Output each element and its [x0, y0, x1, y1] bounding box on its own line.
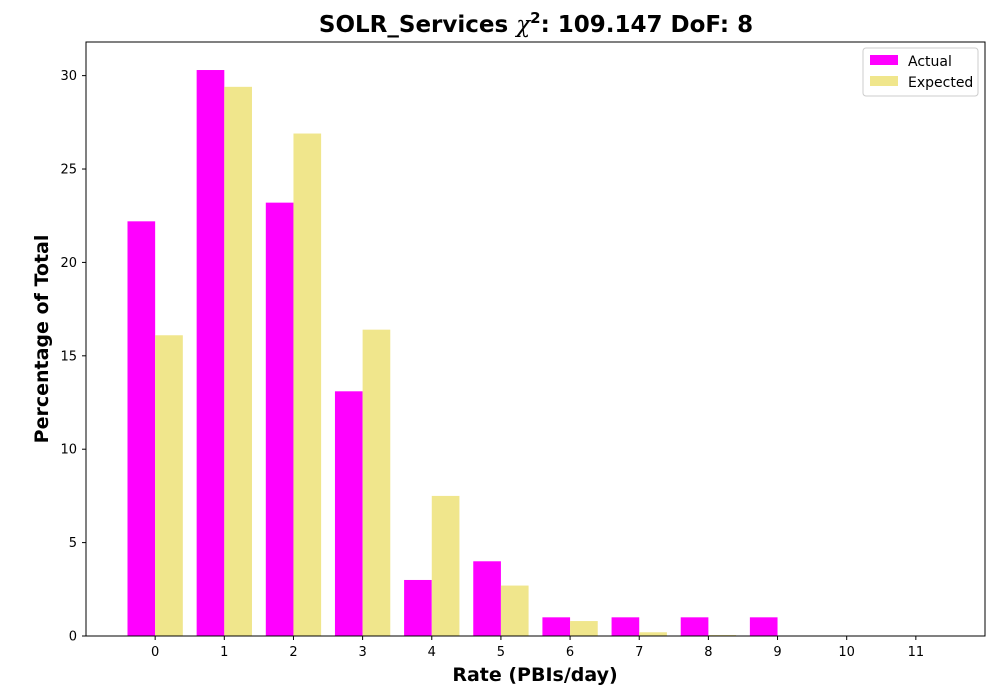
bar-expected-2: [293, 133, 322, 636]
bar-actual-3: [334, 391, 363, 636]
bar-actual-2: [265, 202, 294, 636]
bar-actual-5: [473, 561, 501, 636]
bar-expected-4: [431, 495, 460, 636]
x-tick-label: 3: [358, 645, 366, 660]
y-axis-label: Percentage of Total: [31, 235, 53, 444]
x-tick-label: 10: [838, 645, 855, 660]
x-tick-label: 1: [220, 645, 228, 660]
x-tick-label: 9: [773, 645, 781, 660]
bar-expected-5: [500, 585, 529, 636]
bar-expected-3: [362, 329, 391, 636]
x-tick-label: 0: [151, 645, 159, 660]
plot-frame: [85, 41, 986, 637]
x-tick-label: 8: [704, 645, 712, 660]
bars-group: [127, 70, 806, 637]
x-axis-label: Rate (PBIs/day): [452, 664, 617, 686]
bar-actual-0: [127, 221, 156, 637]
y-axis-ticks: 0 5 10 15 20 25 30: [60, 69, 86, 645]
x-tick-label: 5: [497, 645, 505, 660]
y-tick-label: 30: [60, 69, 77, 84]
legend: Actual Expected: [862, 47, 979, 97]
legend-label-expected: Expected: [908, 75, 973, 91]
bar-actual-6: [542, 617, 571, 636]
y-tick-label: 0: [69, 630, 77, 645]
x-tick-label: 4: [428, 645, 436, 660]
bar-actual-8: [680, 617, 709, 636]
legend-swatch-actual: [870, 55, 898, 65]
x-tick-label: 7: [635, 645, 643, 660]
y-tick-label: 25: [60, 163, 77, 178]
bar-expected-7: [639, 632, 667, 636]
y-tick-label: 5: [69, 536, 77, 551]
x-tick-label: 6: [566, 645, 574, 660]
bar-expected-6: [570, 621, 598, 636]
legend-label-actual: Actual: [908, 54, 952, 70]
bar-expected-0: [155, 335, 183, 636]
bar-actual-7: [611, 617, 640, 636]
x-axis-ticks: 0 1 2 3 4 5 6 7 8 9 10 11: [151, 636, 924, 660]
bar-actual-9: [749, 617, 778, 636]
x-tick-label: 11: [908, 645, 925, 660]
bar-expected-1: [224, 86, 252, 636]
bar-actual-1: [196, 70, 225, 637]
legend-swatch-expected: [870, 76, 898, 86]
bar-actual-4: [404, 579, 432, 636]
chart-title: SOLR_Services χ2: 109.147 DoF: 8: [319, 9, 753, 38]
y-tick-label: 15: [60, 349, 77, 364]
y-tick-label: 20: [60, 256, 77, 271]
x-tick-label: 2: [289, 645, 297, 660]
y-tick-label: 10: [60, 443, 77, 458]
